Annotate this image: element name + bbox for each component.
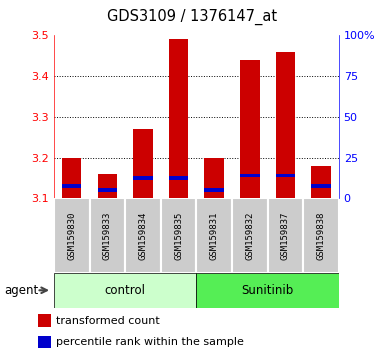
Bar <box>204 158 224 198</box>
Text: transformed count: transformed count <box>56 316 160 326</box>
Bar <box>204 188 224 192</box>
Bar <box>54 198 90 273</box>
Bar <box>196 198 232 273</box>
Text: GSM159833: GSM159833 <box>103 211 112 259</box>
Bar <box>38 314 51 327</box>
Bar <box>62 184 82 188</box>
Text: GDS3109 / 1376147_at: GDS3109 / 1376147_at <box>107 9 278 25</box>
Bar <box>196 273 339 308</box>
Text: GSM159837: GSM159837 <box>281 211 290 259</box>
Text: control: control <box>105 284 146 297</box>
Bar <box>232 198 268 273</box>
Bar <box>169 176 188 179</box>
Bar <box>38 336 51 348</box>
Bar <box>54 273 196 308</box>
Bar <box>303 198 339 273</box>
Bar <box>62 158 82 198</box>
Bar <box>97 188 117 192</box>
Bar <box>240 174 259 177</box>
Bar <box>268 198 303 273</box>
Bar <box>276 174 295 177</box>
Bar <box>276 52 295 198</box>
Bar <box>90 198 125 273</box>
Bar <box>311 166 331 198</box>
Bar <box>240 60 259 198</box>
Bar <box>133 176 153 179</box>
Text: GSM159838: GSM159838 <box>316 211 325 259</box>
Text: GSM159834: GSM159834 <box>139 211 147 259</box>
Text: GSM159832: GSM159832 <box>245 211 254 259</box>
Bar <box>97 174 117 198</box>
Bar <box>133 129 153 198</box>
Text: percentile rank within the sample: percentile rank within the sample <box>56 337 244 347</box>
Bar <box>169 39 188 198</box>
Text: GSM159830: GSM159830 <box>67 211 76 259</box>
Text: Sunitinib: Sunitinib <box>241 284 294 297</box>
Text: GSM159831: GSM159831 <box>210 211 219 259</box>
Bar <box>125 198 161 273</box>
Bar <box>161 198 196 273</box>
Text: GSM159835: GSM159835 <box>174 211 183 259</box>
Bar <box>311 184 331 188</box>
Text: agent: agent <box>4 284 38 297</box>
